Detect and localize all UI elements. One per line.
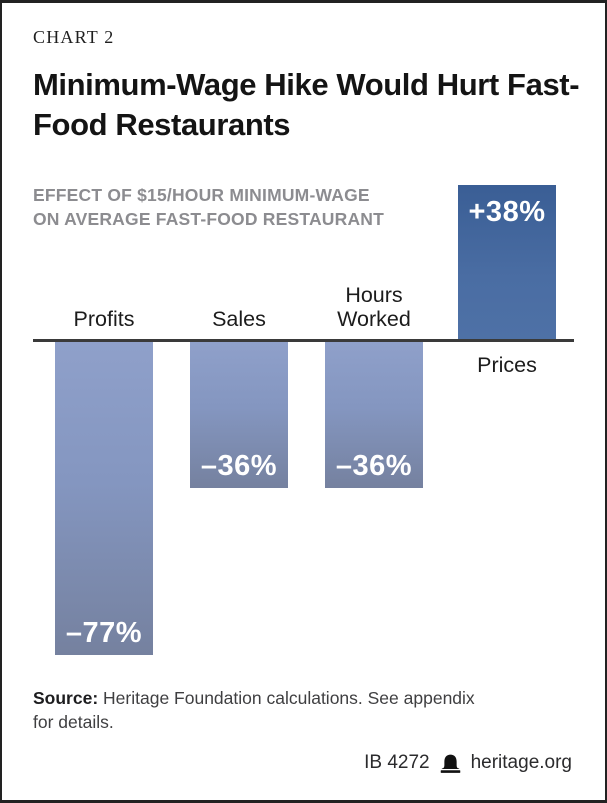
bar-sales: –36% (190, 342, 288, 488)
bar-value-label-profits: –77% (65, 617, 143, 649)
chart-subtitle: EFFECT OF $15/HOUR MINIMUM-WAGE ON AVERA… (33, 183, 384, 231)
source-text: Heritage Foundation calculations. See ap… (103, 688, 475, 708)
chart-title: Minimum-Wage Hike Would Hurt Fast-Food R… (33, 67, 580, 142)
category-label-sales: Sales (212, 307, 266, 331)
bar-value-label-prices: +38% (468, 196, 546, 228)
category-label-hours-worked: Hours Worked (337, 283, 411, 331)
chart-kicker: CHART 2 (33, 27, 115, 47)
bar-value-label-hours-worked: –36% (335, 450, 413, 482)
bar-value-label-sales: –36% (200, 450, 278, 482)
heritage-bell-icon (439, 753, 462, 774)
footer: IB 4272 heritage.org (364, 752, 572, 774)
website-url: heritage.org (470, 752, 572, 773)
source-label: Source: (33, 688, 99, 708)
chart-subtitle-line1: EFFECT OF $15/HOUR MINIMUM-WAGE (33, 185, 370, 205)
source-note-line2: for details. (33, 712, 114, 732)
source-note: Source: Heritage Foundation calculations… (33, 686, 503, 734)
chart-subtitle-line2: ON AVERAGE FAST-FOOD RESTAURANT (33, 209, 385, 229)
chart-region: –77% Profits –36% Sales –36% Hours Worked +38%… (33, 173, 575, 673)
category-label-prices: Prices (477, 353, 537, 377)
document-id: IB 4272 (364, 752, 430, 773)
source-note-line1: Source: Heritage Foundation calculations… (33, 686, 503, 710)
zero-axis-line (33, 339, 574, 342)
category-label-profits: Profits (73, 307, 135, 331)
bar-prices: +38% (458, 185, 556, 339)
bar-profits: –77% (55, 342, 153, 655)
bar-hours-worked: –36% (325, 342, 423, 488)
